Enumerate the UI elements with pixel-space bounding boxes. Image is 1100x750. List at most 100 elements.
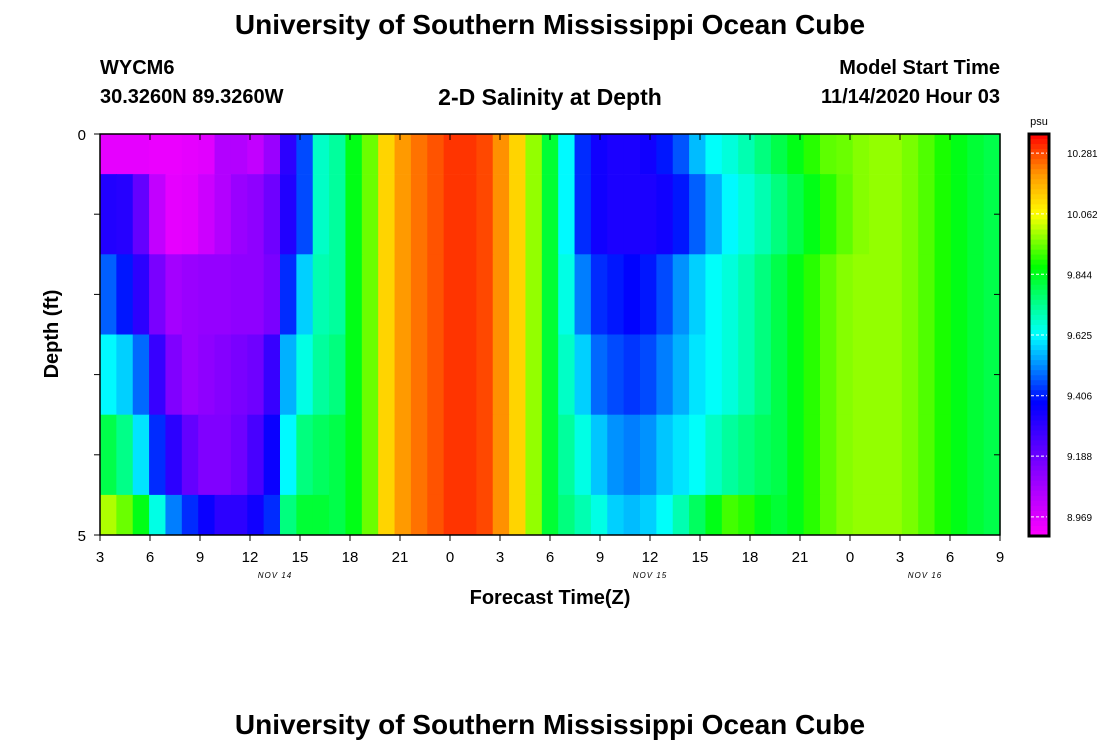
colorbar-segment [1029, 274, 1049, 281]
colorbar-segment [1029, 159, 1049, 165]
heatmap-cell [492, 174, 510, 255]
heatmap-cell [427, 134, 445, 175]
heatmap-cell [214, 414, 232, 496]
heatmap-cell [607, 174, 625, 255]
colorbar-segment [1029, 400, 1049, 406]
colorbar-segment [1029, 139, 1049, 145]
colorbar-segment [1029, 470, 1049, 477]
heatmap-cell [901, 334, 919, 415]
heatmap-cell [672, 494, 690, 536]
colorbar-segment [1029, 234, 1049, 240]
heatmap-cell [280, 334, 297, 415]
heatmap-cell [394, 134, 412, 175]
heatmap-cell [149, 134, 167, 175]
heatmap-cell [312, 494, 330, 536]
heatmap-cell [263, 134, 281, 175]
x-tick-label: 15 [692, 549, 709, 566]
colorbar-segment [1029, 144, 1049, 150]
heatmap-cell [738, 494, 756, 536]
colorbar-frame [1027, 132, 1051, 538]
heatmap-cell [198, 254, 216, 335]
heatmap-cell [721, 414, 739, 496]
heatmap-cell [590, 134, 608, 175]
heatmap-cell [558, 494, 576, 536]
x-axis: 3 6 9 12 15 18 21 0 3 6 9 12 15 18 21 0 3 6 9 NOV 14 NOV 15 N… [96, 134, 1004, 580]
heatmap-cell [509, 254, 527, 335]
heatmap-cell [574, 494, 592, 536]
heatmap-cell [623, 334, 641, 415]
heatmap-cell [787, 414, 805, 496]
heatmap-cell [378, 174, 396, 255]
heatmap-cell [165, 414, 183, 496]
colorbar-unit: psu [1030, 116, 1048, 128]
heatmap-cell [721, 334, 739, 415]
heatmap-cell [983, 254, 1001, 335]
heatmap-cell [345, 494, 363, 536]
colorbar-segment [1029, 515, 1049, 522]
heatmap-cell [132, 334, 150, 415]
heatmap-cell [705, 134, 723, 175]
heatmap-cell [820, 334, 837, 415]
heatmap-cell [181, 174, 199, 255]
colorbar-segment [1029, 490, 1049, 497]
chart-title: University of Southern Mississippi Ocean… [234, 9, 866, 40]
heatmap-cell [623, 414, 641, 496]
heatmap-cell [476, 134, 494, 175]
heatmap-cell [312, 254, 330, 335]
heatmap-cell [640, 334, 657, 415]
x-tick-label: 9 [996, 549, 1004, 566]
heatmap-cell [394, 414, 412, 496]
heatmap-cell [361, 494, 379, 536]
heatmap-cell [640, 414, 657, 496]
heatmap-cell [721, 174, 739, 255]
heatmap-cell [934, 254, 952, 335]
heatmap-cell [525, 174, 543, 255]
heatmap-cell [345, 134, 363, 175]
colorbar-segment [1029, 365, 1049, 371]
heatmap-cell [394, 494, 412, 536]
station-id: WYCM6 [100, 57, 175, 79]
colorbar-segment [1029, 345, 1049, 351]
colorbar-tick-label: 10.062 [1067, 210, 1098, 221]
date-label: NOV 15 [633, 571, 667, 580]
heatmap-cell [443, 334, 461, 415]
heatmap-cell [410, 254, 428, 335]
heatmap-cell [754, 174, 772, 255]
heatmap-cell [803, 494, 821, 536]
heatmap-cell [770, 254, 788, 335]
heatmap-cell [116, 334, 134, 415]
y-tick-label: 5 [78, 528, 86, 545]
date-label: NOV 14 [258, 571, 292, 580]
heatmap-cell [492, 494, 510, 536]
heatmap-cell [460, 254, 477, 335]
heatmap-cell [836, 254, 854, 335]
heatmap-cell [476, 414, 494, 496]
heatmap-cell [280, 134, 297, 175]
heatmap-cell [263, 254, 281, 335]
colorbar-segment [1029, 355, 1049, 361]
colorbar-segment [1029, 289, 1049, 296]
heatmap-cell [132, 134, 150, 175]
heatmap-cell [100, 494, 117, 536]
heatmap-cell [623, 174, 641, 255]
colorbar-tick-label: 10.281 [1067, 149, 1098, 160]
x-tick-label: 6 [146, 549, 154, 566]
colorbar-segment [1029, 525, 1049, 532]
heatmap-cell [901, 134, 919, 175]
x-tick-label: 6 [946, 549, 954, 566]
heatmap-cell [345, 254, 363, 335]
heatmap-cell [230, 414, 248, 496]
heatmap-cell [198, 494, 216, 536]
heatmap-cell [312, 174, 330, 255]
heatmap-cell [312, 334, 330, 415]
colorbar-segment [1029, 249, 1049, 255]
heatmap-cell [852, 174, 870, 255]
colorbar-segment [1029, 455, 1049, 462]
colorbar-segment [1029, 329, 1049, 336]
heatmap-cell [165, 254, 183, 335]
heatmap-cell [198, 134, 216, 175]
heatmap-cell [263, 334, 281, 415]
heatmap-cell [901, 414, 919, 496]
heatmap-cell [247, 174, 265, 255]
heatmap-cell [640, 254, 657, 335]
